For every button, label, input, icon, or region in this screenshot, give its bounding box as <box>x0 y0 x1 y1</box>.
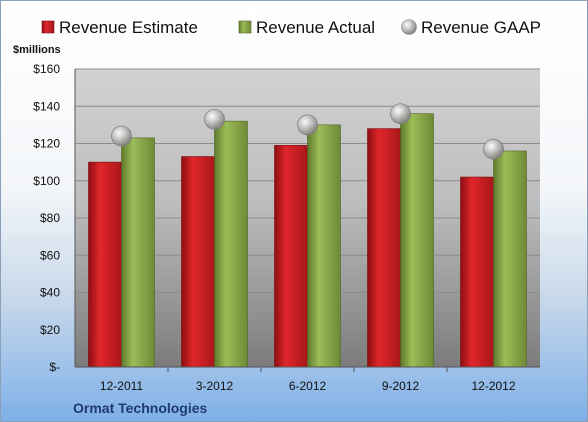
bar-revenue-estimate <box>367 128 401 368</box>
bar-revenue-estimate <box>88 161 122 368</box>
y-tick-label: $160 <box>33 62 60 76</box>
x-tick-label: 6-2012 <box>289 379 327 393</box>
axes: $- $20 $40 $60 $80 $100 $120 $140 $160 12-2011 3-2… <box>33 62 540 393</box>
y-axis-unit-label: $millions <box>13 44 61 56</box>
y-tick-label: $80 <box>40 211 60 225</box>
y-tick-label: $40 <box>40 286 60 300</box>
y-tick-label: $20 <box>40 323 60 337</box>
y-tick-label: $100 <box>33 174 60 188</box>
marker-revenue-gaap <box>297 114 318 136</box>
marker-revenue-gaap <box>111 125 132 147</box>
bar-revenue-actual <box>400 113 434 368</box>
bar-revenue-actual <box>121 137 155 368</box>
legend-swatch-revenue-estimate <box>41 20 55 34</box>
bar-revenue-actual <box>493 150 527 368</box>
bar-revenue-estimate <box>181 156 215 368</box>
legend-label-revenue-gaap: Revenue GAAP <box>421 18 541 37</box>
legend-swatch-revenue-actual <box>238 20 252 34</box>
x-tick-label: 3-2012 <box>196 379 234 393</box>
legend-label-revenue-estimate: Revenue Estimate <box>59 18 198 37</box>
bar-revenue-actual <box>214 120 248 368</box>
x-tick-label: 12-2012 <box>471 379 515 393</box>
marker-revenue-gaap <box>390 103 411 125</box>
bar-revenue-estimate <box>460 176 494 368</box>
x-tick-label: 9-2012 <box>382 379 420 393</box>
x-tick-label: 12-2011 <box>100 379 143 393</box>
bar-revenue-estimate <box>274 145 308 368</box>
bar-revenue-actual <box>307 124 341 368</box>
company-name: Ormat Technologies <box>73 400 208 416</box>
y-tick-label: $120 <box>33 137 60 151</box>
legend: Revenue Estimate Revenue Actual Revenue … <box>41 18 541 37</box>
legend-label-revenue-actual: Revenue Actual <box>256 18 375 37</box>
gaap-markers <box>111 103 504 160</box>
bars <box>88 113 527 368</box>
y-tick-label: $60 <box>40 248 60 262</box>
y-tick-label: $140 <box>33 99 60 113</box>
legend-swatch-revenue-gaap <box>401 19 417 35</box>
marker-revenue-gaap <box>483 138 504 160</box>
marker-revenue-gaap <box>204 108 225 130</box>
y-tick-label: $- <box>49 360 60 374</box>
